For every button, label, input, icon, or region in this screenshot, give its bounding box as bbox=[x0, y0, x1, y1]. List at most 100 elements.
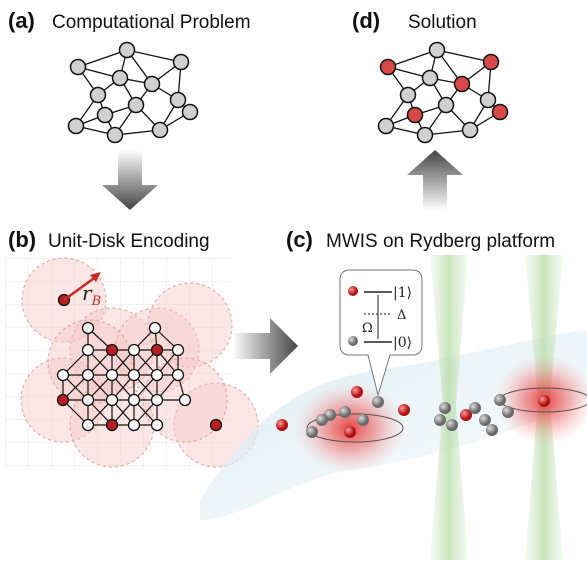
ground-atom bbox=[348, 336, 358, 346]
vertex bbox=[428, 41, 446, 59]
vertex bbox=[56, 368, 70, 382]
edge bbox=[387, 49, 438, 68]
vertex bbox=[81, 418, 95, 432]
atom bbox=[357, 414, 369, 426]
radius-arrow bbox=[63, 274, 98, 302]
vertex bbox=[406, 106, 424, 124]
vertex bbox=[437, 96, 455, 114]
blockade-disk bbox=[47, 319, 133, 405]
vertex bbox=[178, 393, 192, 407]
panel-title: Solution bbox=[408, 12, 477, 33]
rabi-label: Ω bbox=[362, 321, 373, 336]
vertex bbox=[181, 103, 199, 121]
vertex bbox=[89, 86, 107, 104]
radius-label: rB bbox=[82, 281, 101, 309]
atom bbox=[502, 406, 514, 418]
level-label: |0⟩ bbox=[393, 335, 412, 351]
atom bbox=[538, 395, 550, 407]
level-label: |1⟩ bbox=[393, 285, 412, 301]
vertex bbox=[127, 343, 141, 357]
vertex bbox=[150, 418, 164, 432]
vertex bbox=[148, 321, 162, 335]
vertex bbox=[105, 343, 119, 357]
detuning-label: Δ bbox=[397, 308, 406, 323]
arrow-right bbox=[232, 318, 298, 374]
atom bbox=[372, 396, 384, 408]
vertex bbox=[127, 418, 141, 432]
panel-label: (c) bbox=[286, 227, 313, 252]
vertex bbox=[150, 368, 164, 382]
radius-arrow-head bbox=[90, 272, 101, 282]
unit-disk-graph bbox=[20, 257, 259, 468]
vertex bbox=[81, 321, 95, 335]
vertex bbox=[491, 103, 509, 121]
vertex bbox=[461, 121, 479, 139]
blockade-disk bbox=[147, 282, 233, 368]
arrow-down bbox=[102, 150, 158, 210]
vertex bbox=[118, 41, 136, 59]
vertex bbox=[150, 343, 164, 357]
vertex bbox=[421, 69, 439, 87]
vertex bbox=[209, 418, 223, 432]
vertex bbox=[379, 58, 397, 76]
radius-symbol: r bbox=[82, 281, 93, 305]
vertex bbox=[150, 393, 164, 407]
vertex bbox=[105, 393, 119, 407]
vertex bbox=[105, 368, 119, 382]
vertex bbox=[151, 121, 169, 139]
atom bbox=[479, 414, 491, 426]
panel-label: (d) bbox=[352, 8, 380, 33]
atom bbox=[439, 402, 451, 414]
vertex bbox=[81, 368, 95, 382]
atom bbox=[434, 414, 446, 426]
vertex bbox=[143, 75, 161, 93]
atom bbox=[276, 419, 288, 431]
vertex bbox=[171, 368, 185, 382]
excited-atom bbox=[348, 286, 358, 296]
edge bbox=[77, 49, 128, 68]
vertex bbox=[479, 91, 497, 109]
vertex bbox=[482, 53, 500, 71]
atom bbox=[460, 409, 472, 421]
graph bbox=[67, 41, 509, 144]
vertex bbox=[377, 117, 395, 135]
vertex bbox=[416, 126, 434, 144]
vertex bbox=[69, 58, 87, 76]
vertex bbox=[106, 126, 124, 144]
arrow-up bbox=[407, 150, 463, 210]
panel-label: (b) bbox=[8, 227, 36, 252]
atom bbox=[446, 419, 458, 431]
vertex bbox=[172, 53, 190, 71]
vertex bbox=[399, 86, 417, 104]
vertex bbox=[111, 69, 129, 87]
vertex bbox=[67, 117, 85, 135]
edge bbox=[436, 49, 492, 63]
vertex bbox=[453, 75, 471, 93]
atoms bbox=[276, 386, 550, 438]
atom bbox=[494, 394, 506, 406]
vertex bbox=[81, 343, 95, 357]
atom bbox=[344, 426, 356, 438]
atom bbox=[469, 402, 481, 414]
atom bbox=[316, 414, 328, 426]
vertex bbox=[105, 418, 119, 432]
radius-subscript: B bbox=[91, 294, 102, 309]
panel-title: Unit-Disk Encoding bbox=[48, 231, 210, 252]
atom bbox=[398, 404, 410, 416]
vertex bbox=[81, 393, 95, 407]
panel-label: (a) bbox=[8, 8, 35, 33]
vertex bbox=[127, 393, 141, 407]
panel-title: MWIS on Rydberg platform bbox=[326, 231, 555, 252]
vertex bbox=[56, 393, 70, 407]
atom bbox=[486, 424, 498, 436]
edge bbox=[126, 49, 182, 63]
vertex bbox=[127, 368, 141, 382]
atom bbox=[306, 426, 318, 438]
panel-title: Computational Problem bbox=[52, 12, 251, 33]
vertex bbox=[96, 106, 114, 124]
callout bbox=[339, 269, 423, 397]
vertex bbox=[127, 96, 145, 114]
atom bbox=[351, 386, 363, 398]
